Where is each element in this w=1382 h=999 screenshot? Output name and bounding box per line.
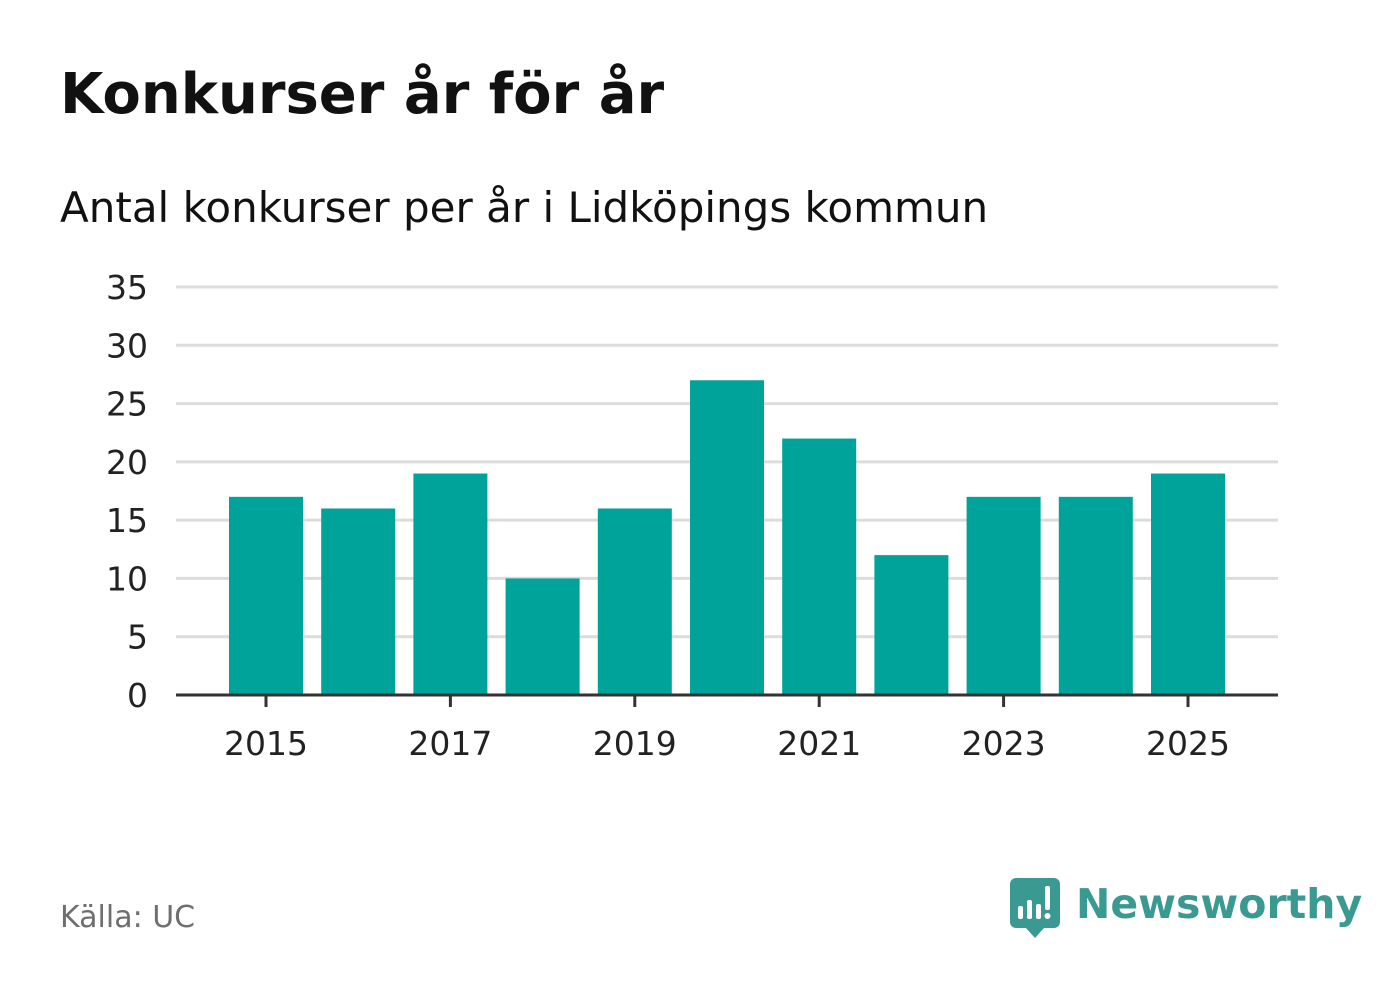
brand-name: Newsworthy <box>1076 880 1363 928</box>
chart-title: Konkurser år för år <box>60 62 665 127</box>
bar-2017 <box>413 473 488 695</box>
bar-2016 <box>321 508 396 695</box>
y-tick-label: 0 <box>127 676 148 715</box>
newsworthy-logo-icon <box>1010 878 1060 938</box>
y-tick-label: 25 <box>106 385 148 424</box>
x-tick-label: 2015 <box>224 724 308 763</box>
x-axis-ticks: 2015 2017 2019 2021 2023 2025 <box>224 695 1230 763</box>
y-axis-ticks: 0 5 10 15 20 25 30 35 <box>106 268 148 715</box>
bars <box>229 380 1225 695</box>
chart-subtitle: Antal konkurser per år i Lidköpings komm… <box>60 183 989 232</box>
y-tick-label: 20 <box>106 443 148 482</box>
x-tick-label: 2017 <box>408 724 492 763</box>
bar-2019 <box>597 508 672 695</box>
source-label: Källa: UC <box>60 900 196 935</box>
x-tick-label: 2021 <box>777 724 861 763</box>
bar-2024 <box>1058 496 1133 695</box>
bar-2020 <box>690 380 764 695</box>
bar-2015 <box>229 496 303 695</box>
brand-logo: Newsworthy <box>1010 878 1362 942</box>
bar-2018 <box>505 578 580 695</box>
y-tick-label: 35 <box>106 268 148 307</box>
bar-2021 <box>782 438 857 695</box>
y-tick-label: 10 <box>106 559 148 598</box>
bar-2025 <box>1151 473 1225 695</box>
x-tick-label: 2019 <box>593 724 677 763</box>
bar-2023 <box>966 496 1041 695</box>
y-tick-label: 5 <box>127 618 148 657</box>
x-tick-label: 2025 <box>1146 724 1230 763</box>
y-tick-label: 30 <box>106 326 148 365</box>
x-tick-label: 2023 <box>962 724 1046 763</box>
y-tick-label: 15 <box>106 501 148 540</box>
bar-2022 <box>874 555 949 695</box>
